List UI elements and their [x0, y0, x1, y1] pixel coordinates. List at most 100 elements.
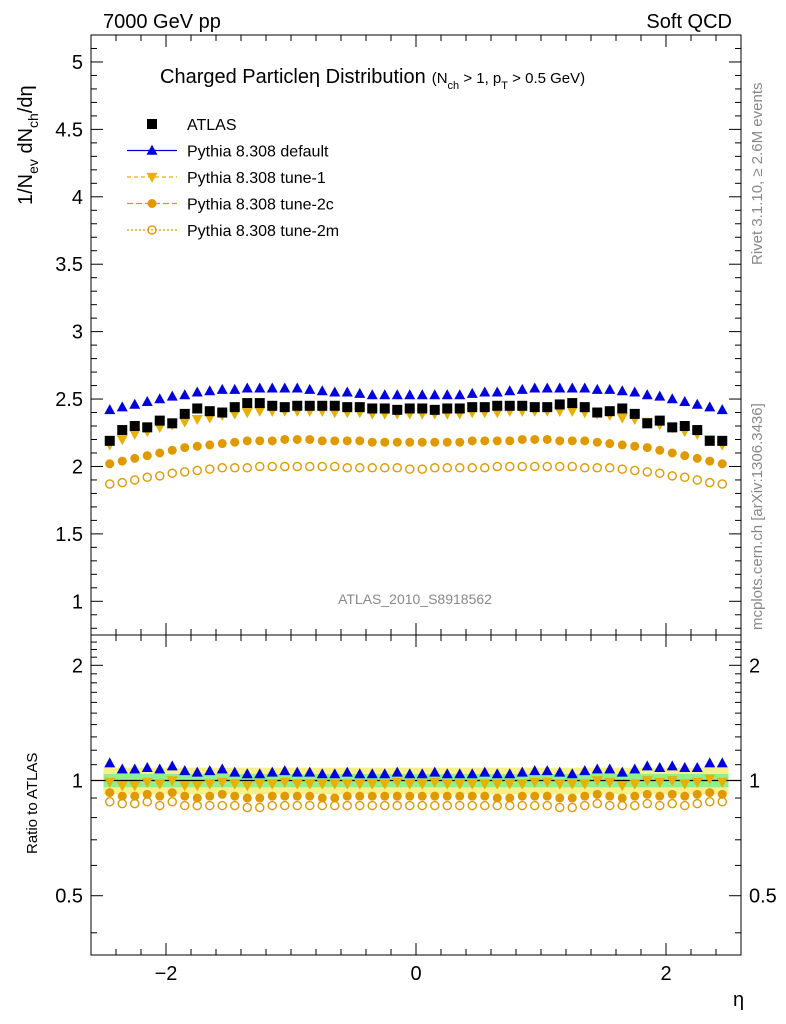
data-point: [292, 461, 303, 472]
ratio-point: [342, 791, 352, 801]
legend-marker: [147, 119, 157, 129]
data-point: [342, 463, 353, 473]
ratio-point: [505, 793, 515, 803]
data-point: [267, 461, 278, 472]
ratio-point: [142, 797, 152, 807]
data-point: [542, 402, 553, 413]
data-point: [341, 386, 353, 397]
data-point: [154, 471, 165, 481]
ratio-point: [579, 765, 591, 776]
data-point: [529, 402, 540, 413]
ratio-point: [129, 763, 141, 774]
data-point: [516, 383, 528, 394]
ratio-point: [717, 797, 728, 807]
ratio-point: [180, 791, 190, 801]
ratio-point: [116, 763, 128, 774]
ratio-point: [241, 768, 253, 779]
data-point: [392, 437, 402, 447]
series-pythia-8-308-tune-2m: [104, 461, 728, 489]
ratio-point: [117, 798, 127, 809]
data-point: [217, 439, 227, 449]
data-point: [605, 439, 615, 449]
ratio-point: [554, 766, 566, 777]
ratio-y-tick-label: 1: [72, 771, 83, 793]
data-point: [279, 402, 290, 413]
ratio-point: [167, 788, 177, 798]
legend-entry: Pythia 8.308 tune-1: [127, 170, 326, 187]
ratio-point: [679, 761, 691, 772]
data-point: [280, 434, 290, 444]
ratio-point: [205, 791, 215, 801]
data-point: [567, 398, 578, 409]
ratio-point: [416, 768, 428, 779]
ratio-point: [716, 757, 728, 768]
data-point: [717, 459, 727, 469]
data-point: [117, 456, 127, 466]
data-point: [105, 459, 115, 469]
ratio-point: [380, 800, 390, 811]
ratio-point: [717, 789, 727, 799]
ratio-point: [204, 800, 215, 811]
data-point: [217, 463, 227, 473]
data-point: [167, 468, 177, 478]
data-point: [630, 465, 640, 476]
data-point: [555, 461, 565, 472]
ratio-point: [455, 800, 465, 811]
ratio-point: [179, 800, 190, 811]
data-point: [241, 408, 253, 419]
data-point: [204, 406, 215, 417]
ratio-point: [241, 781, 253, 792]
ratio-point: [466, 768, 478, 779]
ratio-point: [667, 798, 678, 809]
data-point: [442, 403, 453, 414]
data-point: [616, 413, 628, 424]
ratio-point: [441, 768, 453, 779]
data-point: [491, 386, 503, 397]
data-point: [355, 463, 365, 473]
data-point: [391, 389, 403, 400]
data-point: [192, 441, 202, 451]
ratio-point: [354, 768, 366, 779]
ratio-point: [530, 800, 540, 811]
data-point: [241, 382, 253, 393]
ratio-point: [130, 791, 140, 801]
legend-label: Pythia 8.308 default: [187, 144, 329, 161]
data-point: [680, 472, 690, 482]
ratio-point: [604, 763, 616, 774]
y-tick-label: 1.5: [55, 524, 83, 546]
ratio-point: [280, 791, 290, 801]
data-point: [405, 464, 415, 474]
ratio-point: [129, 781, 141, 792]
rivet-label: Rivet 3.1.10, ≥ 2.6M events: [749, 83, 766, 266]
data-point: [142, 451, 152, 461]
ratio-point: [341, 766, 353, 777]
data-point: [641, 389, 653, 400]
y-tick-label: 2: [72, 456, 83, 478]
ratio-point: [705, 788, 715, 798]
ratio-point: [355, 800, 365, 811]
data-point: [504, 385, 516, 396]
data-point: [354, 387, 366, 398]
data-point: [642, 443, 652, 453]
data-point: [555, 436, 565, 446]
data-point: [179, 389, 191, 400]
ratio-series-pythia-8-308-tune-2c: [105, 788, 727, 803]
ratio-point: [316, 768, 328, 779]
data-point: [454, 389, 466, 400]
ratio-point: [704, 774, 716, 785]
ratio-point: [266, 779, 278, 790]
ratio-point: [530, 791, 540, 801]
ratio-point: [480, 791, 490, 801]
data-point: [442, 463, 453, 473]
data-point: [667, 422, 678, 433]
data-point: [517, 400, 528, 411]
data-point: [392, 463, 403, 473]
data-point: [104, 479, 115, 489]
data-point: [191, 415, 203, 426]
data-point: [379, 403, 390, 414]
data-point: [317, 461, 328, 472]
ratio-point: [391, 766, 403, 777]
ratio-point: [654, 777, 666, 788]
y-tick-label: 3: [72, 322, 83, 344]
